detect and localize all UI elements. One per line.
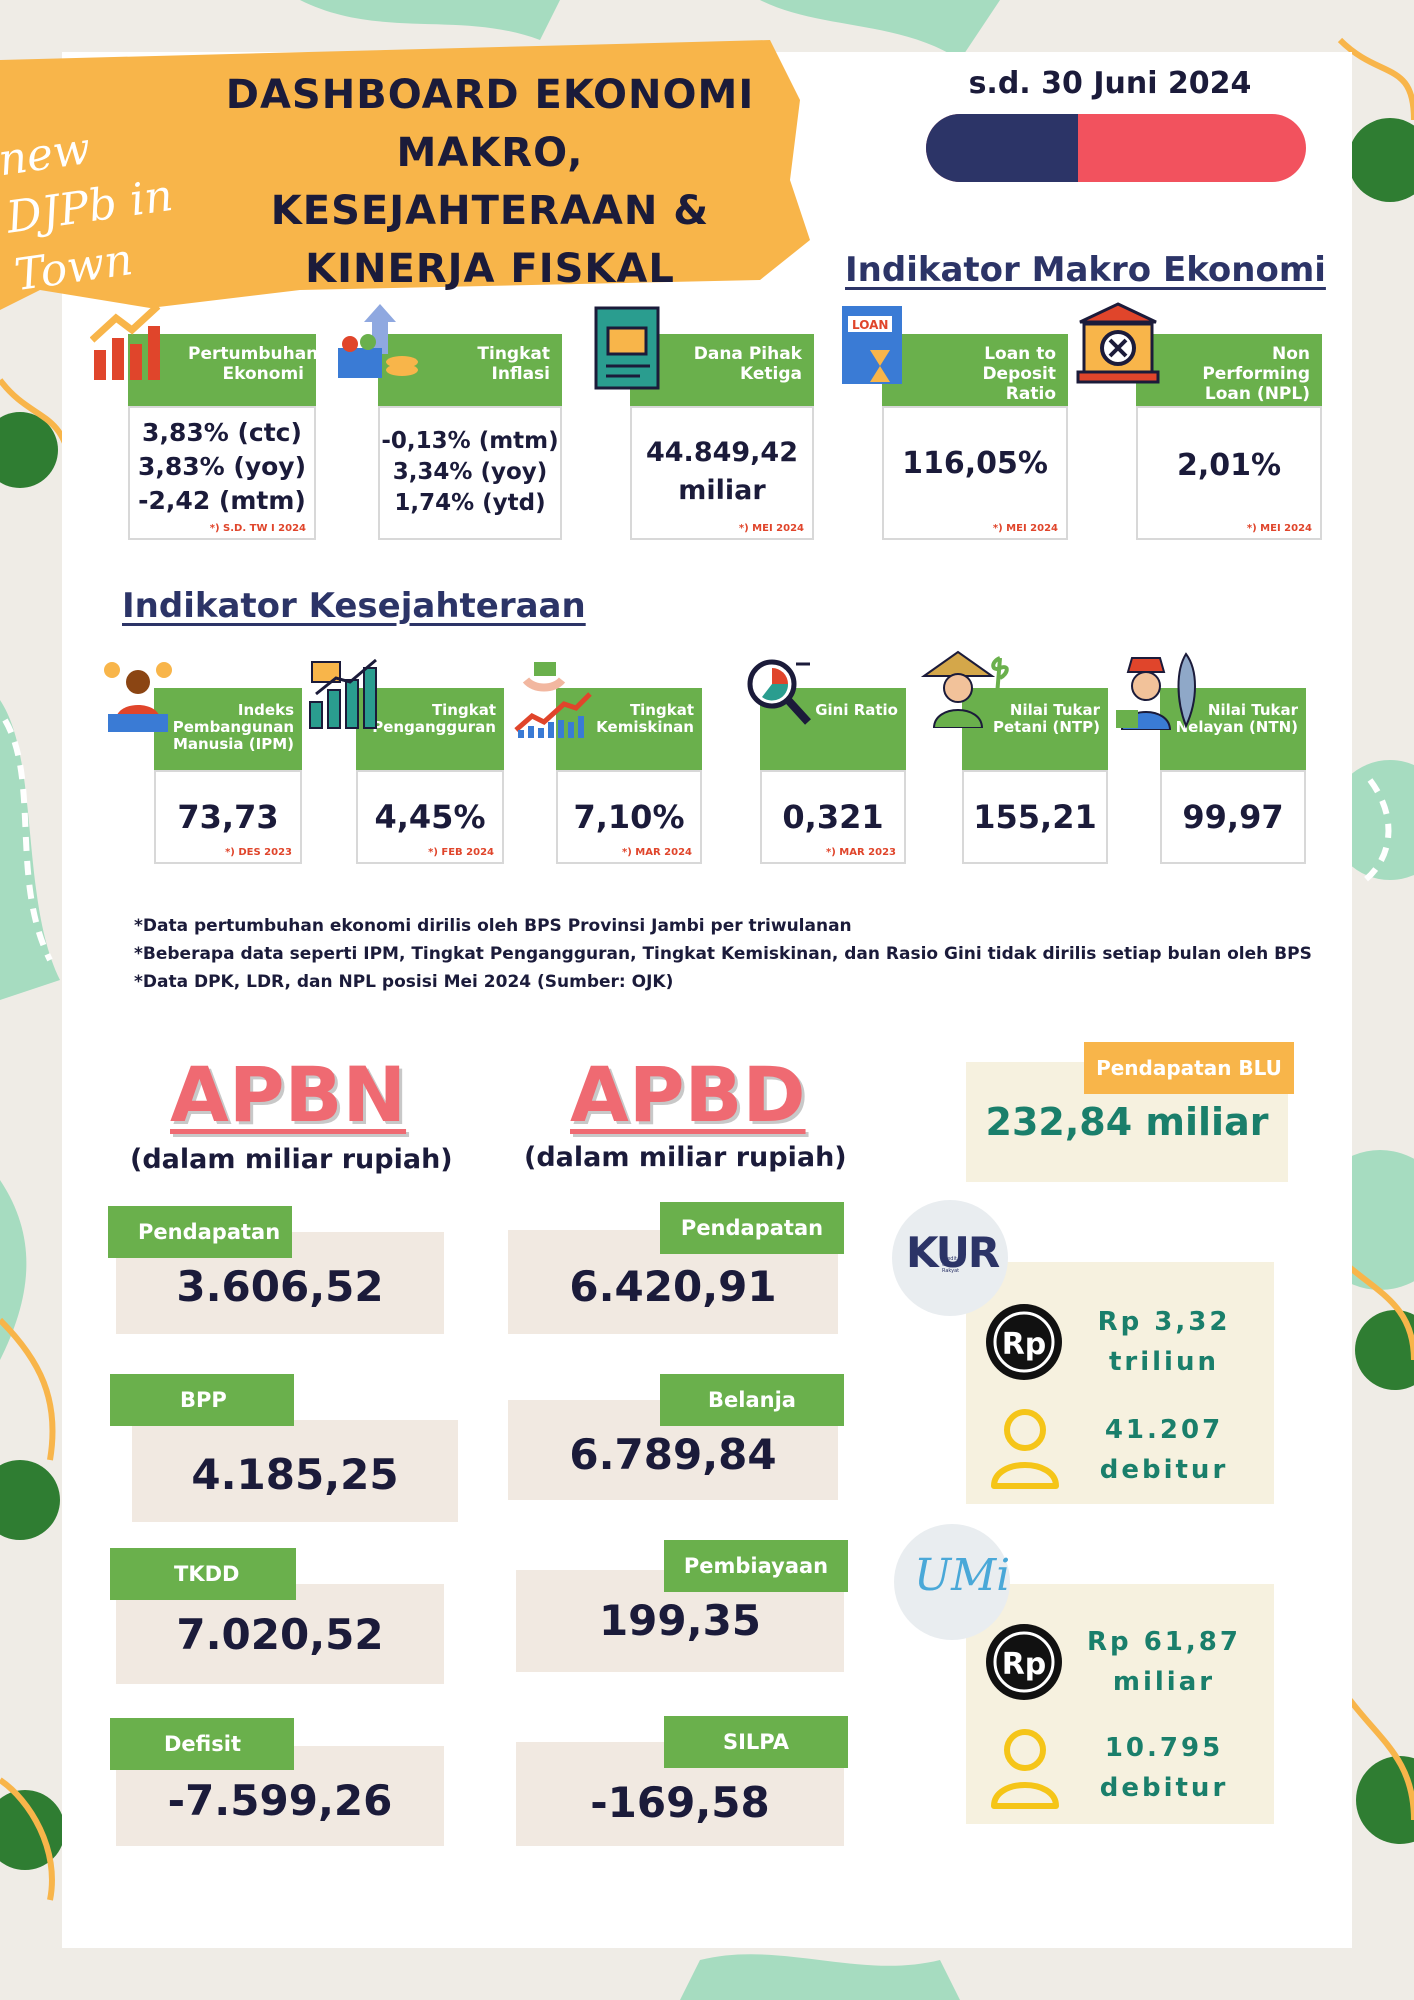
apbn-bpp-label: BPP <box>110 1374 294 1426</box>
card-label: Nilai Tukar Petani (NTP) <box>962 688 1108 770</box>
document-briefcase-icon <box>594 306 660 390</box>
umi-logo: UMi <box>894 1524 1010 1640</box>
user-icon <box>991 1729 1059 1809</box>
footnotes: *Data pertumbuhan ekonomi dirilis oleh B… <box>134 916 1312 992</box>
svg-text:Rp: Rp <box>1002 1327 1047 1362</box>
card-note: *) MEI 2024 <box>738 523 804 534</box>
card-label: Dana Pihak Ketiga <box>630 334 814 406</box>
brand-logo: new DJPb in Town <box>0 122 176 302</box>
card-note: *) MEI 2024 <box>1246 523 1312 534</box>
card-note: *) MAR 2024 <box>622 847 692 858</box>
apbn-defisit-label: Defisit <box>110 1718 294 1770</box>
card-note: *) MAR 2023 <box>826 847 896 858</box>
rupiah-coin-icon: Rp <box>986 1304 1062 1380</box>
report-date: s.d. 30 Juni 2024 <box>968 66 1252 101</box>
kesejahteraan-section-title: Indikator Kesejahteraan <box>122 586 586 626</box>
apbd-pembiayaan-label: Pembiayaan <box>664 1540 848 1592</box>
card-note: *) FEB 2024 <box>428 847 494 858</box>
apbn-tkdd-block: 7.020,52 <box>116 1584 444 1684</box>
unemployment-chart-icon <box>309 658 377 729</box>
card-label: Tingkat Pengangguran <box>356 688 504 770</box>
card-non-performing-loan: Non Performing Loan (NPL) 2,01% *) MEI 2… <box>1136 334 1322 540</box>
apbn-unit: (dalam miliar rupiah) <box>130 1144 453 1175</box>
color-pill-decoration <box>926 114 1306 182</box>
card-note: *) S.D. TW I 2024 <box>209 523 306 534</box>
card-label: Non Performing Loan (NPL) <box>1136 334 1322 406</box>
bank-cross-icon <box>1076 302 1160 384</box>
umi-amount: Rp 61,87 miliar <box>1087 1627 1241 1697</box>
card-tingkat-inflasi: Tingkat Inflasi -0,13% (mtm) 3,34% (yoy)… <box>378 334 562 540</box>
blu-value: 232,84 miliar <box>985 1100 1269 1144</box>
svg-text:Rp: Rp <box>1002 1647 1047 1682</box>
card-ntp: Nilai Tukar Petani (NTP) 155,21 <box>962 688 1108 864</box>
kur-logo: KUR Kredit Usaha Rakyat <box>892 1200 1008 1316</box>
title-brush-background <box>0 40 810 310</box>
card-label: Indeks Pembangunan Manusia (IPM) <box>154 688 302 770</box>
card-label: Loan to Deposit Ratio <box>882 334 1068 406</box>
svg-text:LOAN: LOAN <box>852 318 888 332</box>
apbd-silpa-label: SILPA <box>664 1716 848 1768</box>
apbd-belanja-label: Belanja <box>660 1374 844 1426</box>
apbd-unit: (dalam miliar rupiah) <box>524 1142 847 1173</box>
card-pertumbuhan-ekonomi: Pertumbuhan Ekonomi 3,83% (ctc) 3,83% (y… <box>128 334 318 540</box>
poverty-chart-icon <box>514 662 592 738</box>
makro-section-title: Indikator Makro Ekonomi <box>845 250 1326 290</box>
loan-document-icon: LOAN <box>842 306 902 384</box>
blu-label: Pendapatan BLU <box>1084 1042 1294 1094</box>
card-dana-pihak-ketiga: Dana Pihak Ketiga 44.849,42 miliar *) ME… <box>630 334 814 540</box>
apbd-title: APBD <box>570 1050 806 1139</box>
apbn-tkdd-label: TKDD <box>110 1548 296 1600</box>
card-ipm: Indeks Pembangunan Manusia (IPM) 73,73 *… <box>154 688 302 864</box>
apbn-bpp-block: 4.185,25 <box>132 1420 458 1522</box>
magnifier-pie-icon <box>747 659 811 725</box>
person-laptop-icon <box>104 662 172 732</box>
user-icon <box>991 1409 1059 1489</box>
growth-chart-icon <box>90 303 161 380</box>
fisherman-icon <box>1116 652 1196 730</box>
kur-amount: Rp 3,32 triliun <box>1097 1307 1231 1377</box>
kur-debtors: 41.207 debitur <box>1099 1415 1229 1485</box>
farmer-icon <box>920 650 1009 728</box>
inflation-basket-icon <box>338 304 418 378</box>
card-note: *) DES 2023 <box>225 847 292 858</box>
card-tingkat-pengangguran: Tingkat Pengangguran 4,45% *) FEB 2024 <box>356 688 504 864</box>
umi-debtors: 10.795 debitur <box>1099 1733 1229 1803</box>
apbn-title: APBN <box>170 1050 407 1139</box>
apbd-pendapatan-label: Pendapatan <box>660 1202 844 1254</box>
card-ntn: Nilai Tukar Nelayan (NTN) 99,97 <box>1160 688 1306 864</box>
rupiah-coin-icon: Rp <box>986 1624 1062 1700</box>
card-note: *) MEI 2024 <box>992 523 1058 534</box>
card-loan-to-deposit-ratio: Loan to Deposit Ratio 116,05% *) MEI 202… <box>882 334 1068 540</box>
page-title: DASHBOARD EKONOMI MAKRO, KESEJAHTERAAN &… <box>225 72 755 292</box>
apbn-pendapatan-label: Pendapatan <box>108 1206 292 1258</box>
